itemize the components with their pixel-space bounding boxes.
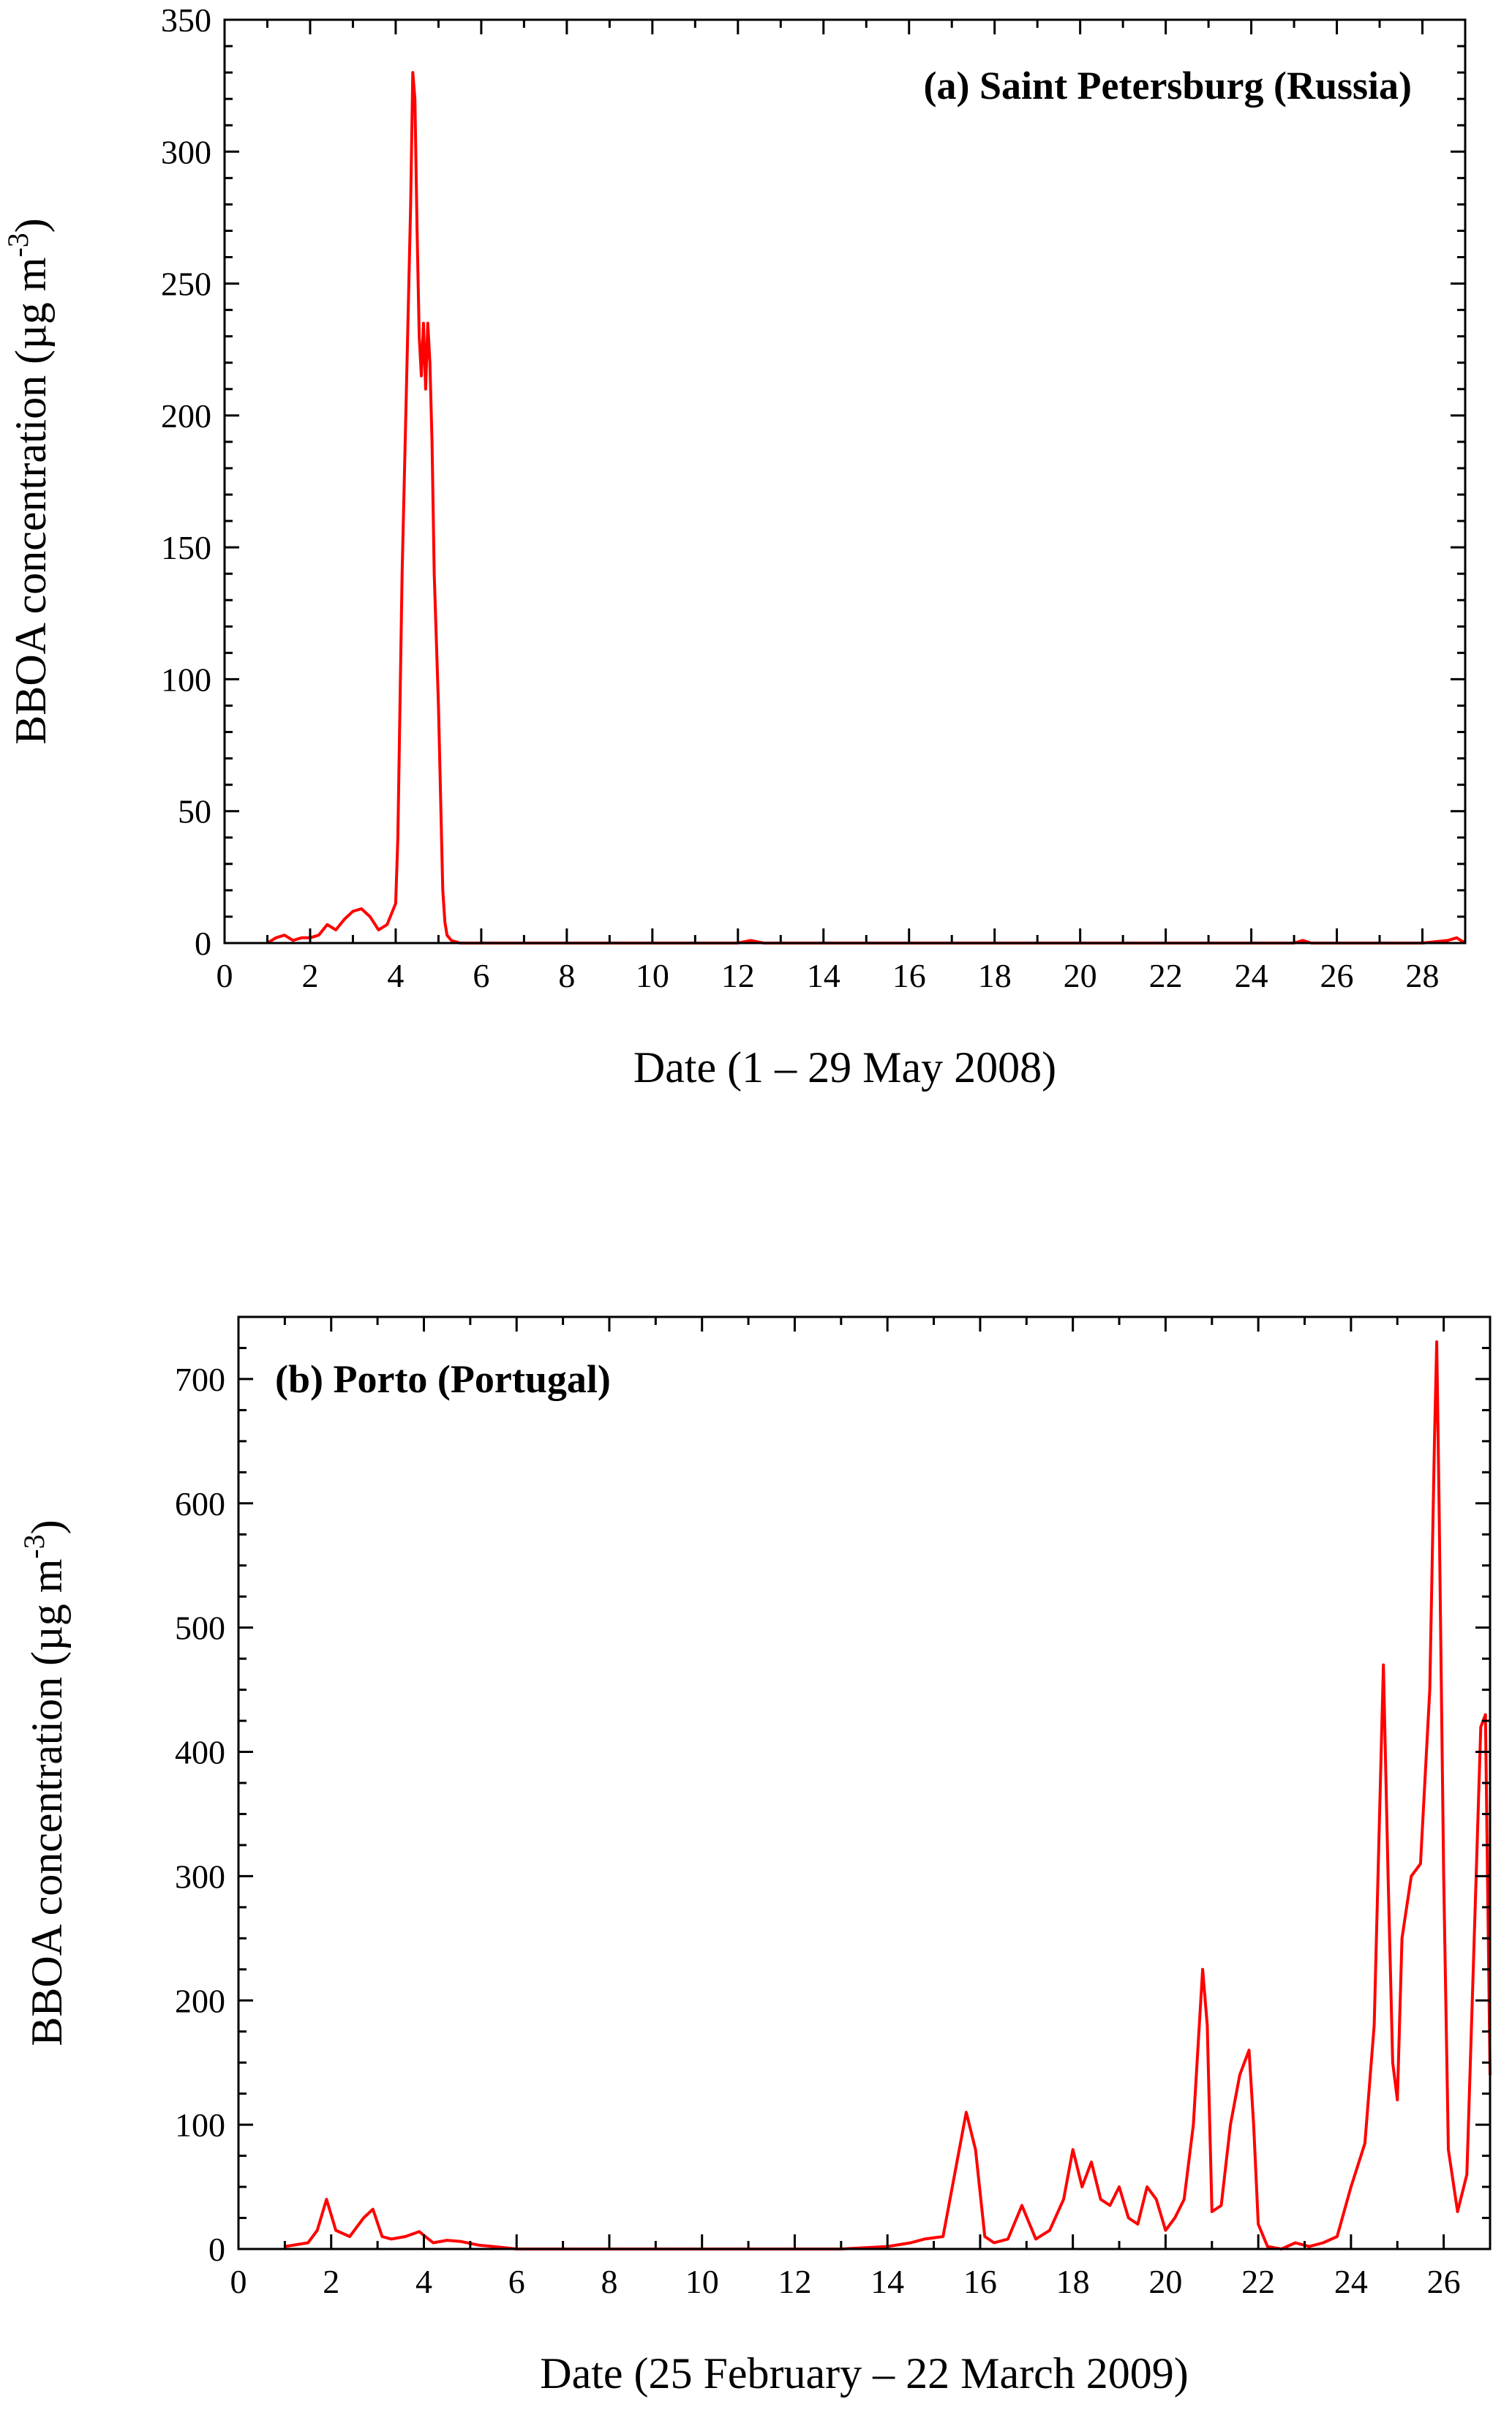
x-tick-label: 20 <box>1064 957 1097 994</box>
y-tick-label: 500 <box>175 1610 225 1647</box>
axis-ticks-panel-b: 0 2 4 6 8 10 12 14 16 18 20 22 24 2601002003004005006… <box>175 1315 1492 2300</box>
y-axis-label-main-b: BBOA concentration (µg m <box>23 1559 71 2046</box>
x-tick-label: 22 <box>1149 957 1183 994</box>
x-tick-label: 20 <box>1148 2263 1182 2300</box>
y-tick-label: 250 <box>161 266 211 303</box>
y-tick-label: 200 <box>175 1982 225 2019</box>
series-line-panel-b <box>285 1340 1492 2250</box>
x-tick-label: 22 <box>1241 2263 1275 2300</box>
x-tick-label: 18 <box>978 957 1012 994</box>
y-tick-label: 150 <box>161 529 211 566</box>
x-tick-label: 0 <box>230 2263 247 2300</box>
y-axis-label-superscript-a: -3 <box>1 233 34 257</box>
x-tick-label: 10 <box>685 2263 719 2300</box>
x-tick-label: 2 <box>301 957 318 994</box>
y-axis-label-main-a: BBOA concentration (µg m <box>7 258 55 745</box>
x-tick-label: 16 <box>892 957 926 994</box>
x-tick-label: 6 <box>473 957 489 994</box>
x-tick-label: 2 <box>323 2263 339 2300</box>
y-tick-label: 300 <box>175 1858 225 1895</box>
x-tick-label: 10 <box>636 957 669 994</box>
y-tick-label: 400 <box>175 1734 225 1771</box>
x-axis-label-b: Date (25 February – 22 March 2009) <box>540 2349 1188 2398</box>
y-axis-label-close-b: ) <box>23 1520 71 1534</box>
x-tick-label: 18 <box>1056 2263 1090 2300</box>
x-tick-label: 0 <box>217 957 233 994</box>
x-tick-label: 16 <box>963 2263 997 2300</box>
x-tick-label: 26 <box>1427 2263 1461 2300</box>
y-tick-label: 100 <box>175 2106 225 2144</box>
y-tick-label: 50 <box>178 793 211 830</box>
x-tick-label: 4 <box>415 2263 432 2300</box>
x-tick-label: 26 <box>1320 957 1354 994</box>
y-axis-label-b: BBOA concentration (µg m-3) <box>18 1520 71 2046</box>
y-tick-label: 600 <box>175 1485 225 1522</box>
y-tick-label: 700 <box>175 1361 225 1398</box>
x-tick-label: 12 <box>778 2263 811 2300</box>
plot-frame-panel-a <box>223 18 1467 945</box>
y-axis-label-close-a: ) <box>7 218 55 233</box>
x-axis-label-a: Date (1 – 29 May 2008) <box>633 1043 1056 1092</box>
y-axis-label-a: BBOA concentration (µg m-3) <box>1 218 55 744</box>
x-tick-label: 4 <box>387 957 404 994</box>
x-tick-label: 14 <box>870 2263 904 2300</box>
axis-ticks-panel-a: 0 2 4 6 8 10 12 14 16 18 20 22 24 26 28050100150200250… <box>161 1 1467 994</box>
x-tick-label: 6 <box>508 2263 525 2300</box>
y-tick-label: 300 <box>161 133 211 170</box>
x-tick-label: 14 <box>807 957 840 994</box>
y-tick-label: 200 <box>161 397 211 435</box>
x-tick-label: 8 <box>558 957 575 994</box>
y-tick-label: 0 <box>195 925 211 962</box>
x-tick-label: 24 <box>1334 2263 1368 2300</box>
chart-panel-a: 0 2 4 6 8 10 12 14 16 18 20 22 24 26 28050100150200250… <box>1 1 1467 1092</box>
x-tick-label: 12 <box>721 957 755 994</box>
chart-panel-b: 0 2 4 6 8 10 12 14 16 18 20 22 24 2601002003004005006… <box>18 1315 1492 2398</box>
panel-title-b: (b) Porto (Portugal) <box>275 1357 611 1401</box>
x-tick-label: 8 <box>601 2263 617 2300</box>
x-tick-label: 28 <box>1406 957 1440 994</box>
x-tick-label: 24 <box>1235 957 1268 994</box>
series-line-b-0 <box>285 1340 1492 2250</box>
panel-title-a: (a) Saint Petersburg (Russia) <box>924 64 1412 108</box>
y-tick-label: 0 <box>208 2231 225 2268</box>
y-tick-label: 350 <box>161 1 211 39</box>
y-axis-label-superscript-b: -3 <box>18 1534 50 1558</box>
y-tick-label: 100 <box>161 661 211 698</box>
